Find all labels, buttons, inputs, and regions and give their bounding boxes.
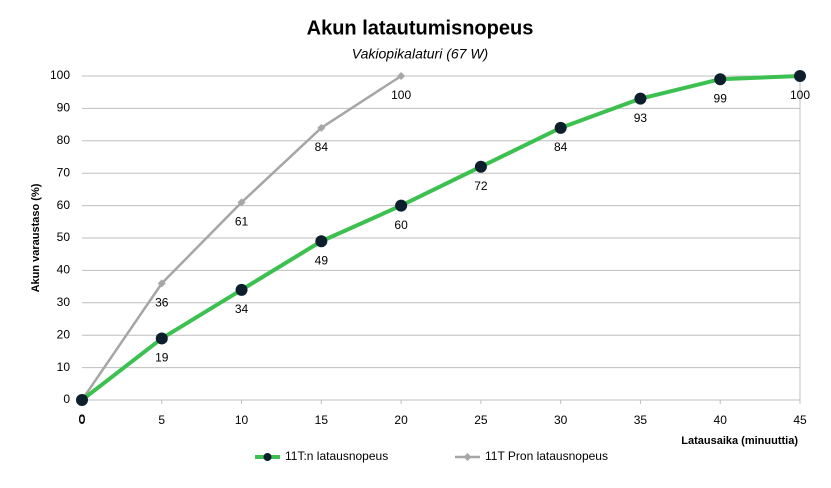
y-tick-label: 30: [57, 295, 71, 309]
data-label: 93: [634, 111, 648, 125]
y-tick-label: 100: [50, 68, 70, 82]
legend-label: 11T:n latausnopeus: [285, 449, 388, 463]
data-point: [474, 160, 487, 173]
data-point: [315, 235, 328, 248]
y-tick-label: 10: [57, 360, 71, 374]
data-point: [395, 199, 408, 212]
x-tick-label: 5: [158, 413, 165, 427]
y-tick-label: 70: [57, 165, 71, 179]
legend-marker: [263, 453, 272, 461]
y-tick-label: 80: [57, 133, 71, 147]
data-label: 84: [554, 140, 568, 154]
y-tick-label: 90: [57, 101, 71, 115]
data-label: 34: [235, 302, 249, 316]
data-point: [237, 198, 246, 207]
x-tick-label: 25: [474, 413, 488, 427]
x-tick-label: 0: [79, 413, 86, 427]
x-tick-label: 30: [554, 413, 568, 427]
data-label: 60: [394, 218, 408, 232]
y-tick-label: 50: [57, 230, 71, 244]
y-tick-label: 40: [57, 263, 71, 277]
data-point: [235, 283, 248, 296]
data-point: [554, 121, 567, 134]
data-point: [634, 92, 647, 105]
x-tick-label: 40: [714, 413, 728, 427]
legend-label: 11T Pron latausnopeus: [485, 449, 608, 463]
x-tick-label: 10: [235, 413, 249, 427]
data-point: [714, 73, 727, 86]
data-point: [794, 70, 806, 82]
legend-marker: [463, 453, 472, 461]
data-label: 36: [155, 296, 169, 310]
data-label: 19: [155, 351, 169, 365]
data-label: 0: [79, 412, 86, 426]
data-label: 72: [474, 179, 488, 193]
x-tick-label: 45: [793, 413, 807, 427]
data-label: 99: [714, 91, 728, 105]
data-point: [317, 123, 326, 132]
data-label: 100: [790, 88, 810, 102]
data-point: [397, 72, 406, 80]
x-tick-label: 35: [634, 413, 648, 427]
x-axis-title: Latausaika (minuuttia): [681, 435, 798, 447]
data-label: 84: [315, 140, 329, 154]
series-line: [80, 74, 801, 402]
data-label: 61: [235, 215, 249, 229]
chart-title: Akun latautumisnopeus: [307, 17, 534, 39]
data-label: 49: [315, 253, 329, 267]
data-point: [157, 279, 166, 288]
data-label: 0: [79, 412, 86, 426]
y-tick-label: 0: [63, 392, 70, 406]
data-label: 100: [391, 88, 411, 102]
data-point: [76, 394, 88, 406]
x-tick-label: 20: [394, 413, 408, 427]
x-tick-label: 15: [315, 413, 329, 427]
data-point: [155, 332, 168, 345]
y-tick-label: 60: [57, 198, 71, 212]
chart-subtitle: Vakiopikalaturi (67 W): [352, 46, 488, 62]
y-tick-label: 20: [57, 327, 71, 341]
y-axis-title: Akun varaustaso (%): [30, 183, 42, 292]
